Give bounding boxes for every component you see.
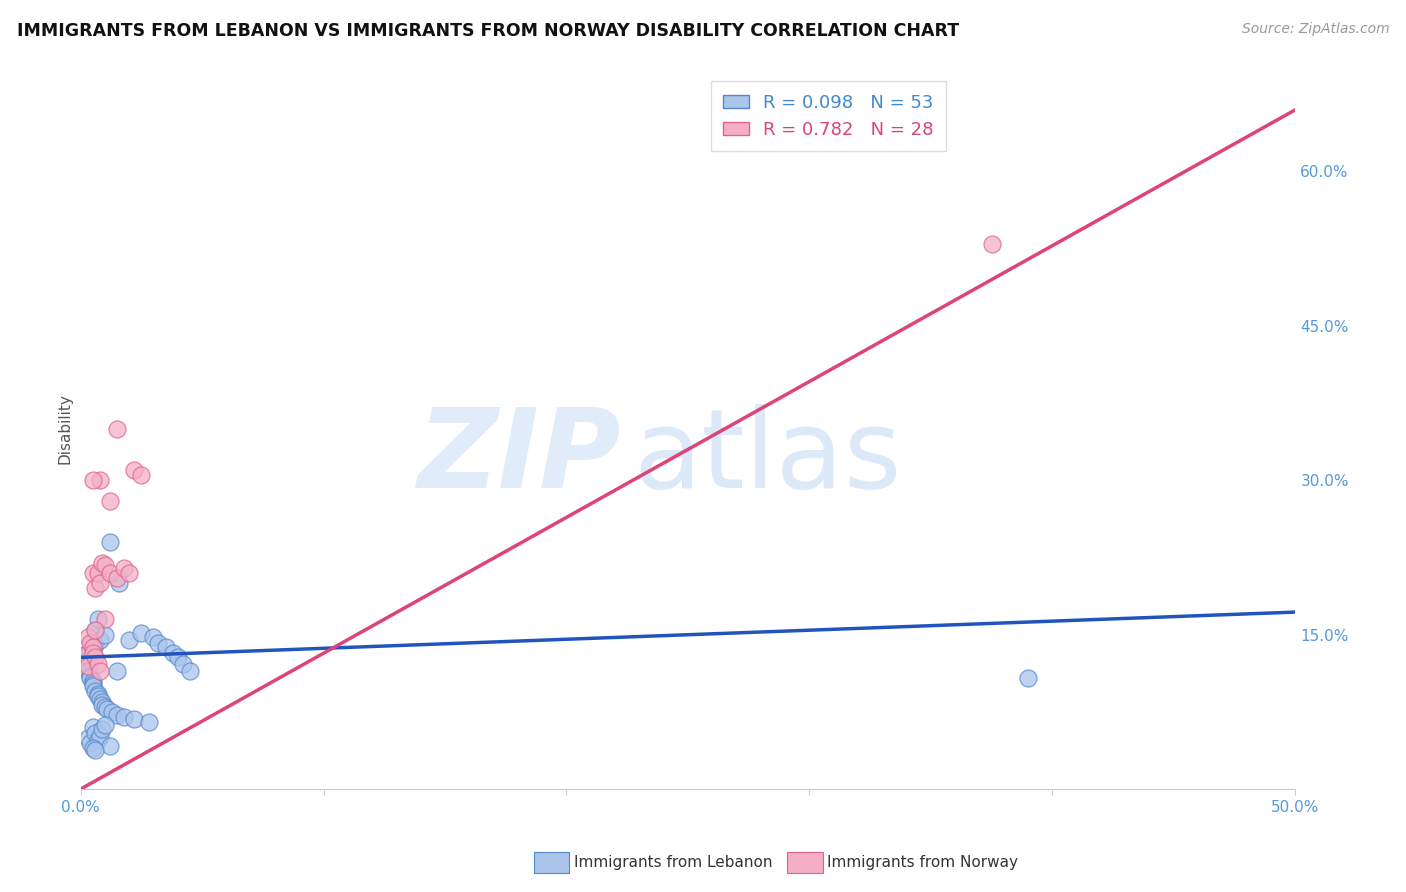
Point <box>79 736 101 750</box>
Point <box>82 720 104 734</box>
Point <box>82 636 104 650</box>
Point <box>79 643 101 657</box>
Point <box>105 571 128 585</box>
Point <box>79 671 101 685</box>
Point <box>94 558 117 572</box>
Point <box>89 632 111 647</box>
Point <box>82 679 104 693</box>
Point <box>84 725 107 739</box>
Point <box>94 699 117 714</box>
Point <box>112 710 135 724</box>
Point <box>108 576 131 591</box>
Point <box>118 566 141 580</box>
Point <box>82 677 104 691</box>
Point <box>76 658 98 673</box>
Point <box>82 640 104 654</box>
Text: ZIP: ZIP <box>418 404 621 511</box>
Point <box>76 658 98 673</box>
Point <box>76 653 98 667</box>
Point <box>84 684 107 698</box>
Point <box>75 648 97 663</box>
Point <box>155 640 177 654</box>
Point <box>94 628 117 642</box>
Point <box>142 630 165 644</box>
Point <box>84 582 107 596</box>
Point <box>122 463 145 477</box>
Point <box>105 708 128 723</box>
Text: Source: ZipAtlas.com: Source: ZipAtlas.com <box>1241 22 1389 37</box>
Point <box>82 741 104 756</box>
Point <box>89 473 111 487</box>
Point <box>84 623 107 637</box>
Point <box>118 632 141 647</box>
Point <box>86 688 108 702</box>
Legend: R = 0.098   N = 53, R = 0.782   N = 28: R = 0.098 N = 53, R = 0.782 N = 28 <box>711 81 946 152</box>
Point <box>129 468 152 483</box>
Point <box>75 648 97 663</box>
Point <box>98 739 121 753</box>
Point <box>91 723 114 737</box>
Point <box>980 236 1002 251</box>
Point <box>105 422 128 436</box>
Text: Immigrants from Lebanon: Immigrants from Lebanon <box>574 855 772 870</box>
Point <box>91 556 114 570</box>
Point <box>76 731 98 745</box>
Point <box>86 612 108 626</box>
Point <box>166 650 188 665</box>
Point <box>84 650 107 665</box>
Point <box>112 561 135 575</box>
Text: atlas: atlas <box>633 404 901 511</box>
Point <box>79 636 101 650</box>
Point <box>162 646 184 660</box>
Point <box>89 576 111 591</box>
Point <box>96 702 118 716</box>
Point <box>89 729 111 743</box>
Point <box>84 743 107 757</box>
Point <box>82 674 104 689</box>
Point <box>82 566 104 580</box>
Point <box>84 638 107 652</box>
Point <box>86 566 108 580</box>
Point <box>82 646 104 660</box>
Point <box>86 657 108 671</box>
Point <box>98 494 121 508</box>
Point <box>138 715 160 730</box>
Point <box>82 473 104 487</box>
Point <box>86 732 108 747</box>
Point <box>122 712 145 726</box>
Point <box>89 664 111 678</box>
Text: Immigrants from Norway: Immigrants from Norway <box>827 855 1018 870</box>
Point <box>101 705 124 719</box>
Point <box>79 669 101 683</box>
Point <box>91 698 114 712</box>
Point <box>89 691 111 706</box>
Point <box>129 625 152 640</box>
Point <box>86 690 108 704</box>
Point <box>98 566 121 580</box>
Point <box>76 630 98 644</box>
Point <box>179 664 201 678</box>
Point <box>148 636 170 650</box>
Point <box>172 657 194 671</box>
Text: IMMIGRANTS FROM LEBANON VS IMMIGRANTS FROM NORWAY DISABILITY CORRELATION CHART: IMMIGRANTS FROM LEBANON VS IMMIGRANTS FR… <box>17 22 959 40</box>
Y-axis label: Disability: Disability <box>58 393 72 464</box>
Point <box>91 695 114 709</box>
Point <box>98 535 121 549</box>
Point <box>1017 671 1039 685</box>
Point <box>76 664 98 678</box>
Point <box>105 664 128 678</box>
Point <box>94 612 117 626</box>
Point <box>94 718 117 732</box>
Point <box>84 623 107 637</box>
